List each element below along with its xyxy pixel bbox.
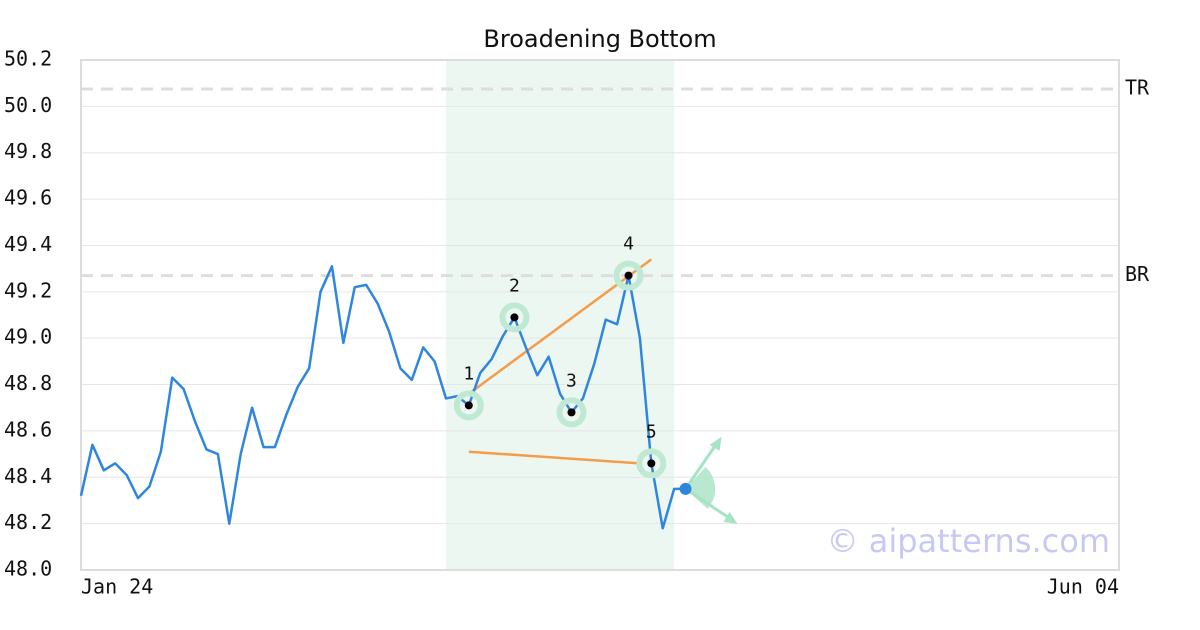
arrow-head <box>723 511 738 524</box>
last-point <box>679 482 692 495</box>
level-label: BR <box>1125 262 1150 286</box>
y-tick-label: 49.2 <box>4 278 52 302</box>
y-tick-label: 48.6 <box>4 417 52 441</box>
pivot-halo <box>453 390 484 421</box>
y-tick-label: 49.0 <box>4 325 52 349</box>
arrow-head <box>709 436 722 451</box>
pivot-dot <box>647 459 656 468</box>
y-tick-label: 48.4 <box>4 464 52 488</box>
pivot-halo <box>636 448 667 479</box>
projection-arrow <box>684 487 735 523</box>
level-label: TR <box>1125 75 1150 99</box>
watermark: © aipatterns.com <box>827 522 1110 560</box>
y-tick-label: 48.8 <box>4 371 52 395</box>
y-tick-label: 48.2 <box>4 510 52 534</box>
pivot-dot <box>567 408 576 417</box>
pivot-dot <box>624 271 633 280</box>
projection-wedge <box>685 466 716 509</box>
trendline <box>468 450 641 465</box>
pivot-halo <box>499 302 530 333</box>
y-tick-label: 48.0 <box>4 557 52 581</box>
y-tick-label: 50.0 <box>4 93 52 117</box>
pivot-label: 5 <box>646 421 657 442</box>
pivot-label: 1 <box>463 363 474 384</box>
pivot-label: 3 <box>566 370 577 391</box>
x-tick-label: Jan 24 <box>81 575 153 599</box>
pivot-dot <box>464 401 473 410</box>
y-tick-label: 50.2 <box>4 47 52 71</box>
x-tick-label: Jun 04 <box>1047 575 1119 599</box>
projection-arrow <box>684 440 720 490</box>
plot-frame <box>80 59 1120 571</box>
pivot-dot <box>510 313 519 322</box>
y-tick-label: 49.6 <box>4 186 52 210</box>
y-tick-label: 49.8 <box>4 139 52 163</box>
pivot-halo <box>613 260 644 291</box>
price-line <box>79 265 686 530</box>
pivot-label: 2 <box>509 275 520 296</box>
y-tick-label: 49.4 <box>4 232 52 256</box>
pattern-region <box>446 60 675 570</box>
pivot-halo <box>556 397 587 428</box>
pivot-label: 4 <box>623 234 634 255</box>
chart-title: Broadening Bottom <box>483 25 716 53</box>
